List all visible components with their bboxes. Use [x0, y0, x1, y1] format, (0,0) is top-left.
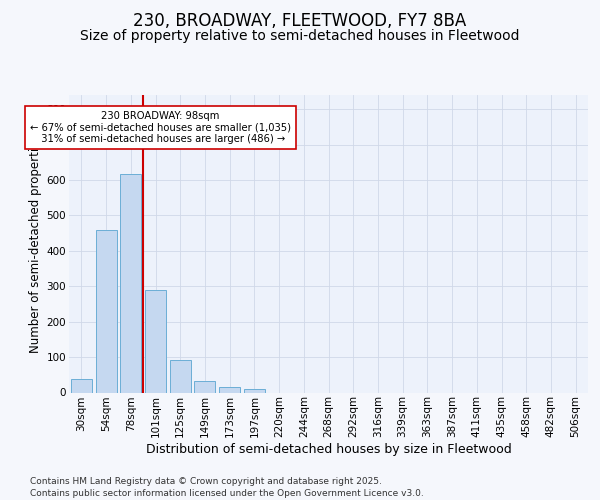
Text: Size of property relative to semi-detached houses in Fleetwood: Size of property relative to semi-detach… — [80, 29, 520, 43]
Text: 230 BROADWAY: 98sqm
← 67% of semi-detached houses are smaller (1,035)
  31% of s: 230 BROADWAY: 98sqm ← 67% of semi-detach… — [30, 111, 291, 144]
X-axis label: Distribution of semi-detached houses by size in Fleetwood: Distribution of semi-detached houses by … — [146, 443, 511, 456]
Bar — [120, 174, 141, 392]
Bar — [95, 230, 116, 392]
Bar — [170, 360, 191, 392]
Bar — [194, 381, 215, 392]
Text: 230, BROADWAY, FLEETWOOD, FY7 8BA: 230, BROADWAY, FLEETWOOD, FY7 8BA — [133, 12, 467, 30]
Text: Contains HM Land Registry data © Crown copyright and database right 2025.
Contai: Contains HM Land Registry data © Crown c… — [30, 476, 424, 498]
Bar — [219, 387, 240, 392]
Y-axis label: Number of semi-detached properties: Number of semi-detached properties — [29, 134, 43, 353]
Bar — [145, 290, 166, 392]
Bar — [71, 379, 92, 392]
Bar — [244, 389, 265, 392]
